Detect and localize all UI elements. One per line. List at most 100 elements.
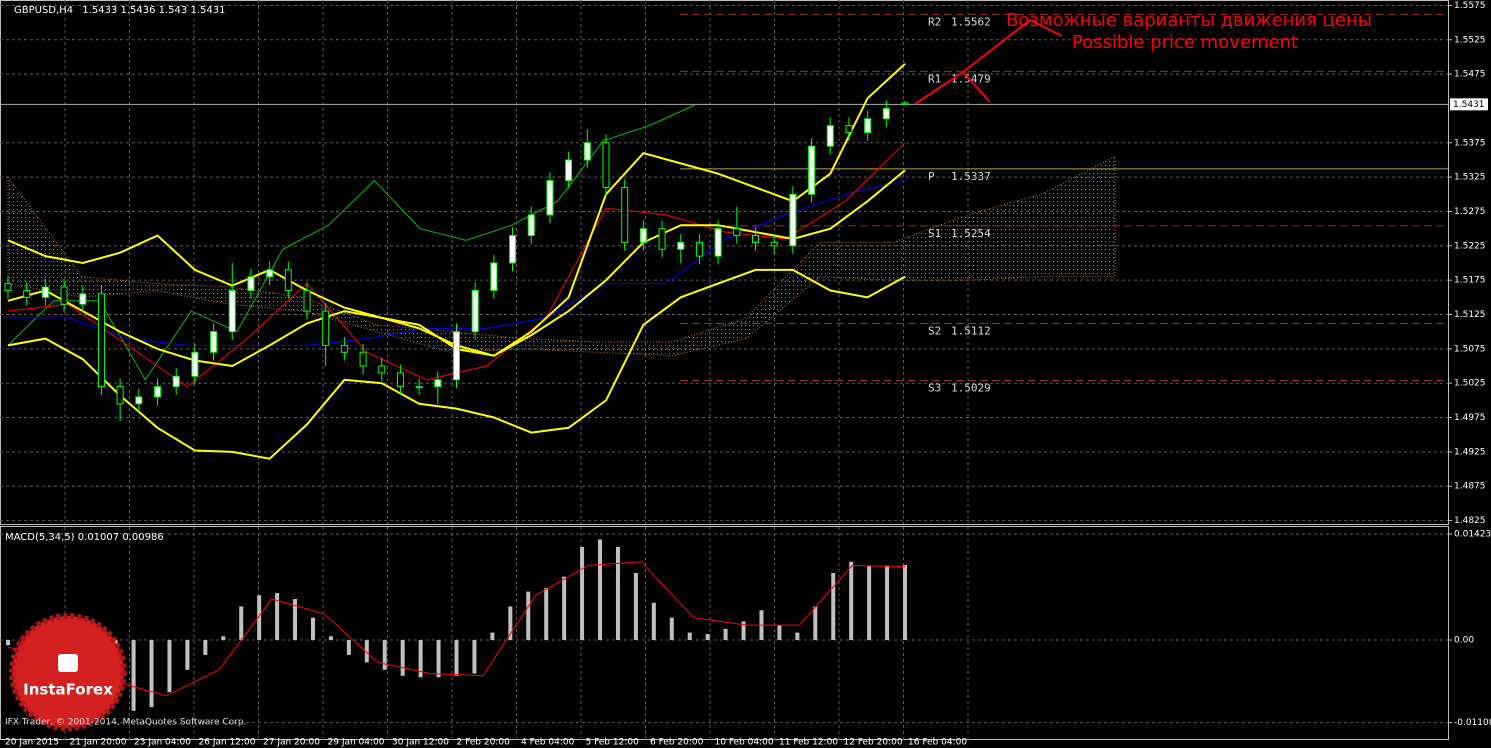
candle-body [41,286,49,298]
price-arrow [914,18,1063,105]
macd-bar [849,561,854,641]
candle-body [340,344,348,353]
macd-bar [310,617,315,641]
macd-bar [831,572,836,641]
annotation-ru: Возможные варианты движения цены [1006,10,1372,31]
macd-bar [328,636,333,641]
pivot-name: R2 [928,15,941,28]
macd-bar [149,640,154,708]
logo: InstaForex [9,613,127,731]
candle-body [415,386,423,389]
macd-bar [885,565,890,641]
macd-bar [723,628,728,641]
logo-icon [58,654,78,672]
candle-body [826,125,834,147]
current-price-label: 1.5431 [1453,100,1485,110]
candle-body [602,142,610,188]
pivot-value: 1.5029 [951,381,991,394]
last-close: 1.5431 [190,5,225,16]
pivot-name: S1 [928,227,941,240]
arrow-up [962,18,1063,73]
macd-bar [867,565,872,641]
y-tick-label: 0.01423 [1454,530,1491,540]
candle-body [135,396,143,405]
macd-bar [903,564,907,641]
candle-body [527,214,535,237]
candle-body [677,241,685,250]
candle-body [770,241,778,247]
pivot-value: 1.5562 [951,15,991,28]
x-tick-label: 30 Jan 12:00 [392,738,449,748]
candle-body [546,180,554,216]
candle-body [583,142,591,161]
x-tick-label: 29 Jan 04:00 [328,738,385,748]
pivot-name: S3 [928,381,941,394]
macd-bar [562,576,567,641]
last-low: 1.543 [159,5,188,16]
candle-body [247,276,255,291]
footer: IFX Trader, © 2001-2014, MetaQuotes Soft… [5,718,246,728]
x-tick-label: 5 Feb 12:00 [586,738,640,748]
macd-value: 0.01007 [78,532,119,543]
candle-body [23,289,31,298]
y-tick-label: 0.00 [1454,636,1474,646]
annotation-en: Possible price movement [1072,32,1298,53]
pivot-name: R1 [928,72,941,85]
candle-body [396,372,404,388]
chart-title: GBPUSD,H4 1.5433 1.5436 1.543 1.5431 [14,5,225,16]
macd-bar [185,640,190,670]
candle-body [453,331,460,381]
candle-body [901,102,909,105]
candle-body [882,107,890,120]
candle-body [808,145,816,195]
candle-body [490,262,498,291]
candle-body [4,283,12,291]
y-tick-label: 1.4925 [1454,447,1486,457]
macd-bar [598,539,603,641]
candle-body [378,365,386,374]
y-tick-label: 1.5175 [1454,276,1486,286]
macd-panel-frame [0,526,1449,740]
main-panel-frame [0,0,1449,525]
macd-bar [580,546,585,641]
y-tick-label: 1.5225 [1454,241,1486,251]
candle-body [714,228,722,257]
macd-bar [418,640,423,678]
pivot-value: 1.5254 [951,227,991,240]
macd-bar [544,587,549,641]
candle-body [864,118,872,134]
candle-body [639,228,647,243]
candle-body [359,351,367,367]
macd-bar [364,640,369,663]
macd-bar [454,640,459,676]
macd-title: MACD(5,34,5) 0.01007 0.00986 [5,532,164,543]
macd-bar [346,640,351,655]
macd-bar [257,595,262,641]
candle-body [434,379,442,388]
candle-body [509,235,517,264]
macd-bar [795,632,800,641]
macd-bar [705,634,710,641]
candle-body [621,186,629,243]
x-tick-label: 10 Feb 04:00 [715,738,774,748]
candle-body [97,293,105,388]
macd-bar [633,572,638,641]
candle-body [284,269,292,291]
macd-bar [813,606,818,641]
x-tick-label: 2 Feb 20:00 [457,738,511,748]
candle-body [172,375,180,388]
macd-bar [669,617,674,641]
macd-bar [6,640,10,646]
last-open: 1.5433 [82,5,117,16]
x-tick-label: 4 Feb 04:00 [521,738,575,748]
y-tick-label: 1.5025 [1454,379,1486,389]
logo-text: InstaForex [23,681,113,699]
y-tick-label: 1.5125 [1454,310,1486,320]
macd-bar [687,632,692,641]
ichimoku-cloud [7,155,1116,357]
y-tick-label: 1.5525 [1454,35,1486,45]
x-tick-label: 6 Feb 20:00 [650,738,704,748]
macd-name: MACD(5,34,5) [5,532,75,543]
macd-bar [203,640,208,655]
macd-bar [400,640,405,676]
